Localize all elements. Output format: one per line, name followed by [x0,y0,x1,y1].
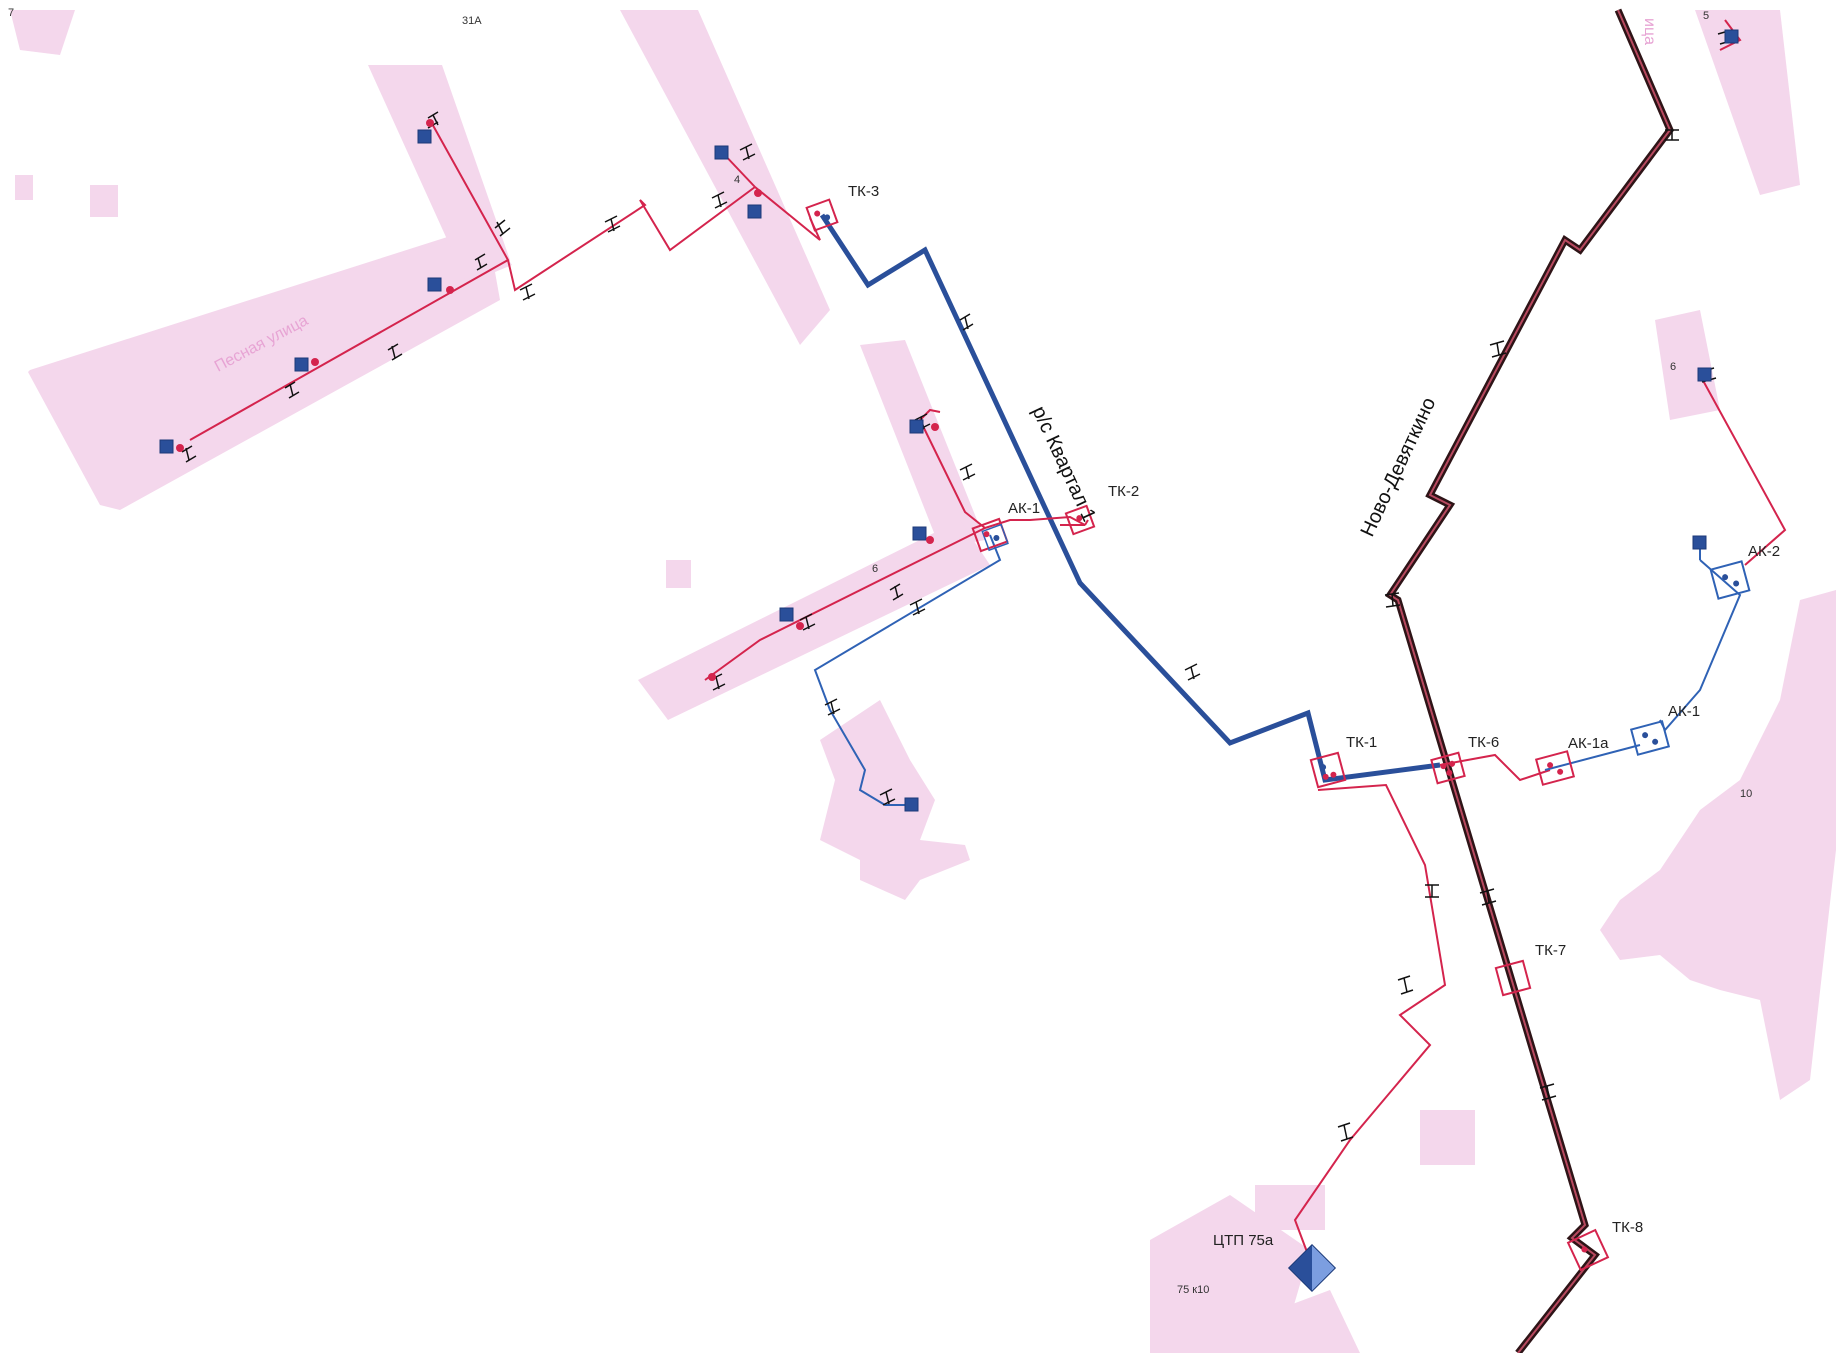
building-number: 7 [8,7,14,19]
junction-dots [176,119,939,681]
chamber-tk6[interactable] [1430,751,1466,785]
consumer-node [1697,367,1712,382]
building [368,65,510,290]
label-tk1: ТК-1 [1346,734,1377,751]
building [10,10,75,55]
consumer-node [909,419,924,434]
building [620,10,830,345]
ctp-substation-icon[interactable] [1287,1243,1337,1293]
consumer-node [294,357,309,372]
building [638,520,990,720]
chamber-ak1-left[interactable] [971,517,1009,553]
chamber-ak2[interactable] [1709,560,1751,600]
label-ctp: ЦТП 75а [1213,1232,1274,1249]
consumer-node [747,204,762,219]
label-ak1-left: АК-1 [1008,500,1040,517]
consumer-node [427,277,442,292]
label-tk7: ТК-7 [1535,942,1566,959]
building [1695,10,1800,195]
consumer-node [1692,535,1707,550]
buildings [10,10,1836,1353]
building [860,340,985,548]
building [15,175,33,200]
building [820,700,970,900]
main-pipe-novo-devyatkino [1385,8,1675,1353]
building-number: 6 [1670,361,1676,373]
consumer-node [904,797,919,812]
label-ak1-right: АК-1 [1668,703,1700,720]
street-name: ица [1641,18,1658,45]
chamber-tk3[interactable] [805,198,839,232]
building [28,225,512,510]
building [90,185,118,217]
label-tk3: ТК-3 [848,183,879,200]
consumer-node [912,526,927,541]
building [1250,1290,1360,1353]
building [1655,310,1720,420]
chamber-tk1[interactable] [1309,751,1347,789]
supply-pipes [189,19,1787,1261]
building [1600,590,1836,1100]
chamber-ak1-right[interactable] [1629,720,1671,756]
building-number: 10 [1740,788,1752,800]
chamber-tk7[interactable] [1494,959,1532,997]
consumer-node [159,439,174,454]
consumer-nodes [159,29,1739,812]
chamber-tk2[interactable] [1064,504,1096,536]
consumer-node [1724,29,1739,44]
building [666,560,691,588]
label-pipe-novo-devyatkino: Ново-Девяткино [1357,394,1441,540]
label-tk2: ТК-2 [1108,483,1139,500]
chamber-tk8[interactable] [1566,1228,1610,1272]
building-number: 31А [462,15,482,27]
label-tk8: ТК-8 [1612,1219,1643,1236]
label-ak2: АК-2 [1748,543,1780,560]
chamber-ak1a[interactable] [1534,750,1576,786]
building-number: 5 [1703,10,1709,22]
building-number: 75 к10 [1177,1284,1209,1296]
building-number: 4 [734,174,740,186]
label-tk6: ТК-6 [1468,734,1499,751]
consumer-node [779,607,794,622]
consumer-node [714,145,729,160]
consumer-node [417,129,432,144]
label-ak1a: АК-1а [1568,735,1609,752]
building-number: 6 [872,563,878,575]
building [1420,1110,1475,1165]
